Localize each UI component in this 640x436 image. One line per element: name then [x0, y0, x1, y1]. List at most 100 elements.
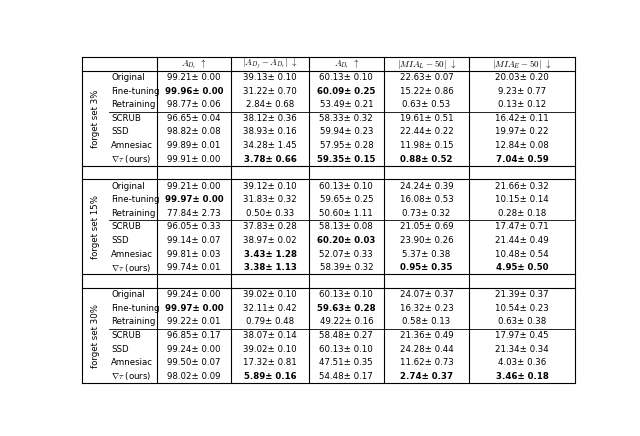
Text: Original: Original	[111, 290, 145, 299]
Text: 3.46± 0.18: 3.46± 0.18	[496, 372, 548, 381]
Text: 15.22± 0.86: 15.22± 0.86	[399, 87, 453, 96]
Text: 99.24± 0.00: 99.24± 0.00	[167, 344, 221, 354]
Text: 0.95± 0.35: 0.95± 0.35	[400, 263, 452, 272]
Text: 0.88± 0.52: 0.88± 0.52	[400, 155, 452, 164]
Text: 60.13± 0.10: 60.13± 0.10	[319, 344, 373, 354]
Text: $A_{D_t}$ $\uparrow$: $A_{D_t}$ $\uparrow$	[333, 58, 359, 71]
Text: 10.48± 0.54: 10.48± 0.54	[495, 249, 549, 259]
Text: 17.47± 0.71: 17.47± 0.71	[495, 222, 549, 232]
Text: 58.39± 0.32: 58.39± 0.32	[319, 263, 373, 272]
Text: 16.08± 0.53: 16.08± 0.53	[399, 195, 453, 204]
Text: 38.93± 0.16: 38.93± 0.16	[243, 127, 297, 136]
Text: 12.84± 0.08: 12.84± 0.08	[495, 141, 549, 150]
Text: 11.98± 0.15: 11.98± 0.15	[399, 141, 453, 150]
Text: 99.96± 0.00: 99.96± 0.00	[165, 87, 223, 96]
Text: 31.22± 0.70: 31.22± 0.70	[243, 87, 297, 96]
Text: 17.97± 0.45: 17.97± 0.45	[495, 331, 549, 340]
Text: 19.61± 0.51: 19.61± 0.51	[399, 114, 453, 123]
Text: 3.78± 0.66: 3.78± 0.66	[244, 155, 297, 164]
Text: 20.03± 0.20: 20.03± 0.20	[495, 73, 549, 82]
Text: $\nabla\tau$ (ours): $\nabla\tau$ (ours)	[111, 370, 152, 382]
Text: 99.21± 0.00: 99.21± 0.00	[167, 182, 221, 191]
Text: 4.03± 0.36: 4.03± 0.36	[498, 358, 547, 367]
Text: $|MIA_E - 50|$ $\downarrow$: $|MIA_E - 50|$ $\downarrow$	[492, 58, 552, 71]
Text: 57.95± 0.28: 57.95± 0.28	[319, 141, 373, 150]
Text: 60.13± 0.10: 60.13± 0.10	[319, 182, 373, 191]
Text: 0.58± 0.13: 0.58± 0.13	[403, 317, 451, 327]
Text: 0.63± 0.38: 0.63± 0.38	[498, 317, 547, 327]
Text: 21.44± 0.49: 21.44± 0.49	[495, 236, 549, 245]
Text: 58.13± 0.08: 58.13± 0.08	[319, 222, 373, 232]
Text: 53.49± 0.21: 53.49± 0.21	[319, 100, 373, 109]
Text: 21.05± 0.69: 21.05± 0.69	[399, 222, 453, 232]
Text: 37.83± 0.28: 37.83± 0.28	[243, 222, 297, 232]
Text: 99.81± 0.03: 99.81± 0.03	[167, 249, 221, 259]
Text: SSD: SSD	[111, 344, 129, 354]
Text: 59.65± 0.25: 59.65± 0.25	[319, 195, 373, 204]
Text: 60.13± 0.10: 60.13± 0.10	[319, 290, 373, 299]
Text: 39.02± 0.10: 39.02± 0.10	[243, 344, 297, 354]
Text: 21.39± 0.37: 21.39± 0.37	[495, 290, 549, 299]
Text: 17.32± 0.81: 17.32± 0.81	[243, 358, 297, 367]
Text: 21.36± 0.49: 21.36± 0.49	[399, 331, 453, 340]
Text: 0.13± 0.12: 0.13± 0.12	[498, 100, 547, 109]
Text: 99.91± 0.00: 99.91± 0.00	[168, 155, 221, 164]
Text: 47.51± 0.35: 47.51± 0.35	[319, 358, 373, 367]
Text: Fine-tuning: Fine-tuning	[111, 304, 160, 313]
Text: 58.48± 0.27: 58.48± 0.27	[319, 331, 373, 340]
Text: 11.62± 0.73: 11.62± 0.73	[399, 358, 453, 367]
Text: 59.94± 0.23: 59.94± 0.23	[319, 127, 373, 136]
Text: 21.34± 0.34: 21.34± 0.34	[495, 344, 549, 354]
Text: 60.20± 0.03: 60.20± 0.03	[317, 236, 376, 245]
Text: 10.15± 0.14: 10.15± 0.14	[495, 195, 549, 204]
Text: 24.07± 0.37: 24.07± 0.37	[399, 290, 453, 299]
Text: forget set 3%: forget set 3%	[91, 89, 100, 148]
Text: 31.83± 0.32: 31.83± 0.32	[243, 195, 297, 204]
Text: 98.02± 0.09: 98.02± 0.09	[167, 372, 221, 381]
Text: 2.84± 0.68: 2.84± 0.68	[246, 100, 294, 109]
Text: 99.50± 0.07: 99.50± 0.07	[167, 358, 221, 367]
Text: 16.42± 0.11: 16.42± 0.11	[495, 114, 549, 123]
Text: Retraining: Retraining	[111, 317, 156, 327]
Text: 0.73± 0.32: 0.73± 0.32	[403, 209, 451, 218]
Text: 22.63± 0.07: 22.63± 0.07	[399, 73, 453, 82]
Text: 54.48± 0.17: 54.48± 0.17	[319, 372, 373, 381]
Text: Amnesiac: Amnesiac	[111, 249, 153, 259]
Text: 7.04± 0.59: 7.04± 0.59	[496, 155, 548, 164]
Text: 50.60± 1.11: 50.60± 1.11	[319, 209, 373, 218]
Text: $|MIA_L - 50|$ $\downarrow$: $|MIA_L - 50|$ $\downarrow$	[397, 58, 456, 71]
Text: 60.09± 0.25: 60.09± 0.25	[317, 87, 376, 96]
Text: 96.85± 0.17: 96.85± 0.17	[167, 331, 221, 340]
Text: 32.11± 0.42: 32.11± 0.42	[243, 304, 297, 313]
Text: 21.66± 0.32: 21.66± 0.32	[495, 182, 549, 191]
Text: $A_{D_r}$ $\uparrow$: $A_{D_r}$ $\uparrow$	[181, 58, 207, 71]
Text: forget set 15%: forget set 15%	[91, 195, 100, 259]
Text: 3.38± 1.13: 3.38± 1.13	[244, 263, 297, 272]
Text: SCRUB: SCRUB	[111, 222, 141, 232]
Text: 99.89± 0.01: 99.89± 0.01	[168, 141, 221, 150]
Text: Fine-tuning: Fine-tuning	[111, 87, 160, 96]
Text: 38.07± 0.14: 38.07± 0.14	[243, 331, 297, 340]
Text: forget set 30%: forget set 30%	[91, 303, 100, 368]
Text: 99.97± 0.00: 99.97± 0.00	[164, 304, 223, 313]
Text: 0.50± 0.33: 0.50± 0.33	[246, 209, 294, 218]
Text: 9.23± 0.77: 9.23± 0.77	[498, 87, 547, 96]
Text: SSD: SSD	[111, 236, 129, 245]
Text: 3.43± 1.28: 3.43± 1.28	[244, 249, 297, 259]
Text: 99.24± 0.00: 99.24± 0.00	[167, 290, 221, 299]
Text: 22.44± 0.22: 22.44± 0.22	[399, 127, 453, 136]
Text: 49.22± 0.16: 49.22± 0.16	[319, 317, 373, 327]
Text: 52.07± 0.33: 52.07± 0.33	[319, 249, 373, 259]
Text: 77.84± 2.73: 77.84± 2.73	[167, 209, 221, 218]
Text: SSD: SSD	[111, 127, 129, 136]
Text: Fine-tuning: Fine-tuning	[111, 195, 160, 204]
Text: 39.13± 0.10: 39.13± 0.10	[243, 73, 297, 82]
Text: 60.13± 0.10: 60.13± 0.10	[319, 73, 373, 82]
Text: 4.95± 0.50: 4.95± 0.50	[496, 263, 548, 272]
Text: 16.32± 0.23: 16.32± 0.23	[399, 304, 453, 313]
Text: 5.89± 0.16: 5.89± 0.16	[244, 372, 296, 381]
Text: 99.74± 0.01: 99.74± 0.01	[167, 263, 221, 272]
Text: 38.12± 0.36: 38.12± 0.36	[243, 114, 297, 123]
Text: 99.22± 0.01: 99.22± 0.01	[167, 317, 221, 327]
Text: $\nabla\tau$ (ours): $\nabla\tau$ (ours)	[111, 262, 152, 274]
